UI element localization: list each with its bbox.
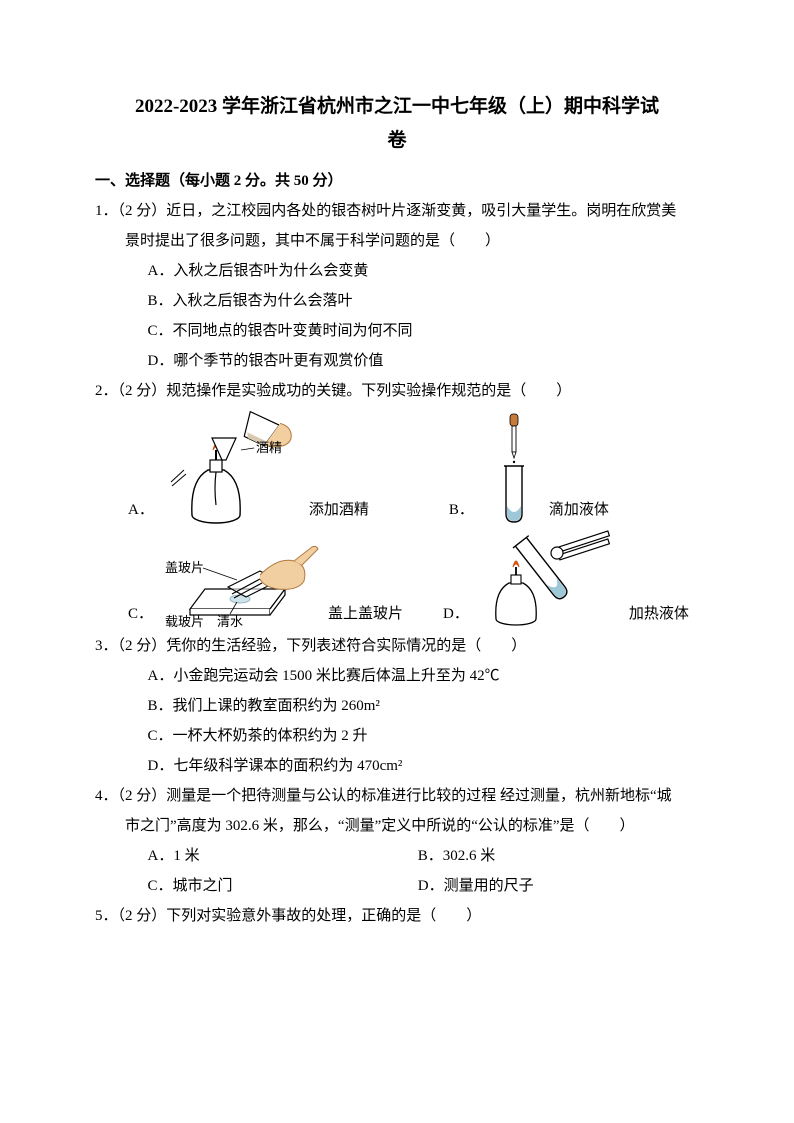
- q2-fig-d-cell: D．: [443, 529, 689, 629]
- q3-opt-a: A．小金跑完运动会 1500 米比赛后体温上升至为 42℃: [95, 661, 699, 691]
- q1-opt-d: D．哪个季节的银杏叶更有观赏价值: [95, 346, 699, 376]
- q2-fig-a-icon: 酒精: [166, 410, 301, 525]
- q4-stem: 4．（2 分）测量是一个把待测量与公认的标准进行比较的过程 经过测量，杭州新地标…: [95, 781, 699, 811]
- svg-text:清水: 清水: [217, 614, 243, 629]
- q1-stem2: 景时提出了很多问题，其中不属于科学问题的是（ ）: [95, 226, 699, 256]
- q2-fig-b-cell: B． 滴加液体: [449, 410, 609, 525]
- q2-a-caption: 添加酒精: [309, 495, 369, 525]
- svg-text:酒精: 酒精: [256, 440, 282, 455]
- q4-stem2: 市之门”高度为 302.6 米，那么，“测量”定义中所说的“公认的标准”是（ ）: [95, 811, 699, 841]
- q2-fig-c-cell: C．: [128, 534, 403, 629]
- q4-opt-a: A．1 米: [148, 841, 418, 871]
- q4-opt-b: B．302.6 米: [418, 841, 688, 871]
- q4-opt-c: C．城市之门: [148, 871, 418, 901]
- q2-a-label: A．: [128, 495, 154, 525]
- q2-fig-c-icon: 盖玻片 载玻片 清水: [165, 534, 320, 629]
- q1-opt-a: A．入秋之后银杏叶为什么会变黄: [95, 256, 699, 286]
- q2-d-caption: 加热液体: [629, 599, 689, 629]
- q2-b-label: B．: [449, 495, 474, 525]
- q1-opt-c: C．不同地点的银杏叶变黄时间为何不同: [95, 316, 699, 346]
- q2-c-label: C．: [128, 599, 153, 629]
- q2-fig-a-cell: A．: [128, 410, 369, 525]
- q3-opt-d: D．七年级科学课本的面积约为 470cm²: [95, 751, 699, 781]
- q1-stem: 1．（2 分）近日，之江校园内各处的银杏树叶片逐渐变黄，吸引大量学生。岗明在欣赏…: [95, 196, 699, 226]
- q3-opt-c: C．一杯大杯奶茶的体积约为 2 升: [95, 721, 699, 751]
- page-title-line2: 卷: [95, 124, 699, 158]
- q2-d-label: D．: [443, 599, 469, 629]
- q2-stem: 2．（2 分）规范操作是实验成功的关键。下列实验操作规范的是（ ）: [95, 376, 699, 406]
- q5-stem: 5．（2 分）下列对实验意外事故的处理，正确的是（ ）: [95, 901, 699, 931]
- q3-opt-b: B．我们上课的教室面积约为 260m²: [95, 691, 699, 721]
- q2-b-caption: 滴加液体: [549, 495, 609, 525]
- q3-stem: 3．（2 分）凭你的生活经验，下列表述符合实际情况的是（ ）: [95, 631, 699, 661]
- q1-opt-b: B．入秋之后银杏为什么会落叶: [95, 286, 699, 316]
- svg-text:载玻片: 载玻片: [165, 614, 204, 629]
- q4-opt-d: D．测量用的尺子: [418, 871, 688, 901]
- q2-fig-b-icon: [486, 410, 541, 525]
- section-heading: 一、选择题（每小题 2 分。共 50 分）: [95, 166, 699, 196]
- svg-text:盖玻片: 盖玻片: [165, 560, 204, 575]
- q2-fig-d-icon: [481, 529, 621, 629]
- q2-c-caption: 盖上盖玻片: [328, 599, 403, 629]
- page-title-line1: 2022-2023 学年浙江省杭州市之江一中七年级（上）期中科学试: [95, 90, 699, 124]
